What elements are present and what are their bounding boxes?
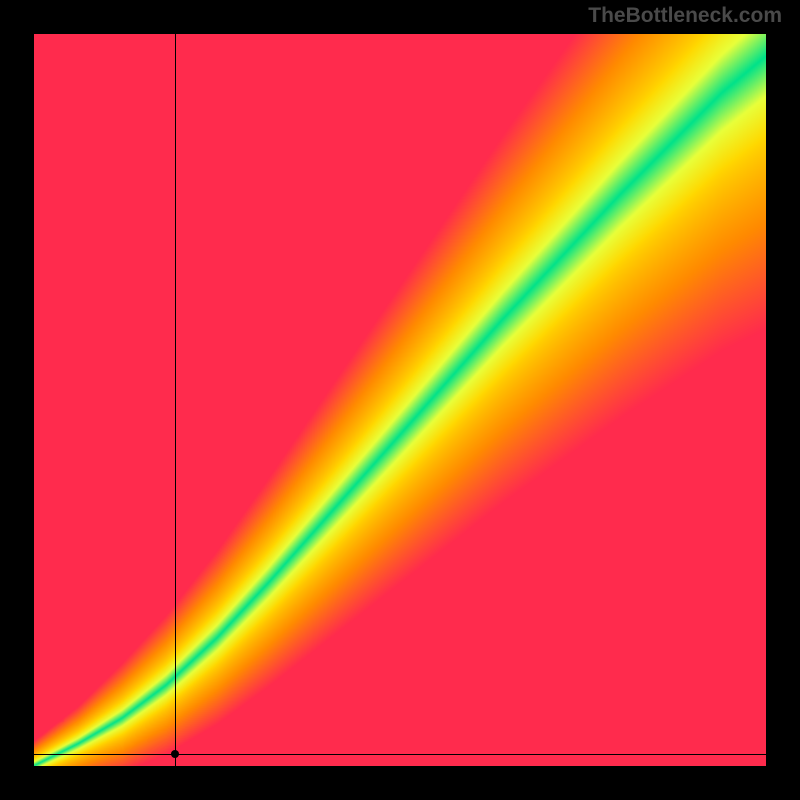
heatmap-canvas [34,34,766,766]
heatmap-plot [34,34,766,766]
crosshair-horizontal [34,754,766,755]
crosshair-marker-dot [171,750,179,758]
watermark-text: TheBottleneck.com [588,4,782,28]
crosshair-vertical [175,34,176,766]
